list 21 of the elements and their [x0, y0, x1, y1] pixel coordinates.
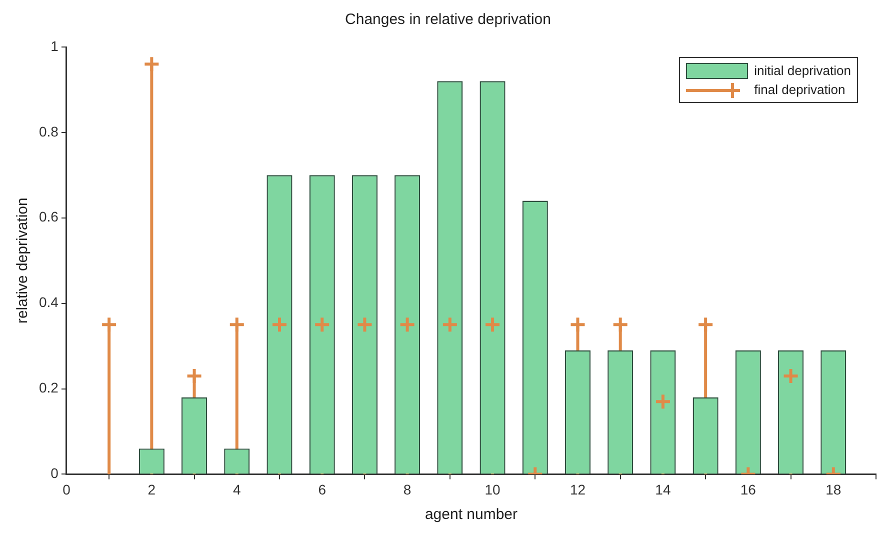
x-tick-label: 0 — [62, 481, 71, 498]
y-tick-label: 1 — [50, 38, 59, 54]
legend-label: final deprivation — [754, 82, 846, 97]
x-tick-label: 10 — [484, 481, 501, 498]
x-tick-label: 18 — [826, 481, 842, 498]
y-axis-title: relative deprivation — [14, 198, 32, 324]
legend-label: initial deprivation — [754, 63, 851, 78]
x-tick-label: 14 — [655, 481, 671, 498]
y-tick-label: 0 — [50, 465, 59, 482]
x-tick-label: 4 — [232, 481, 241, 498]
y-tick-label: 0.8 — [38, 123, 59, 140]
chart-title: Changes in relative deprivation — [345, 11, 551, 28]
y-tick-label: 0.4 — [38, 294, 59, 310]
y-tick-label: 0.6 — [38, 208, 59, 225]
x-axis-title: agent number — [424, 506, 518, 524]
x-tick-label: 8 — [403, 481, 412, 498]
y-tick-label: 0.2 — [38, 380, 59, 396]
x-tick-label: 2 — [148, 481, 156, 498]
x-tick-label: 12 — [570, 481, 586, 498]
x-tick-label: 16 — [740, 481, 756, 498]
x-tick-label: 6 — [318, 481, 326, 498]
